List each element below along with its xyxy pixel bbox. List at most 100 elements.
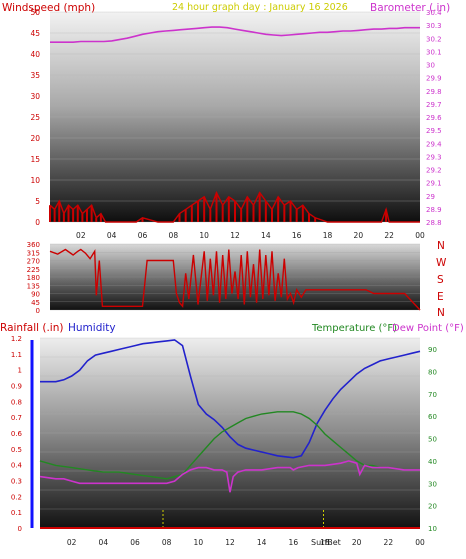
tick-barometer-12: 30 — [426, 62, 435, 70]
direction-label-n-top: N — [437, 240, 445, 252]
xtick-top-10: 22 — [384, 231, 394, 240]
xtick-top-9: 20 — [354, 231, 364, 240]
tick-rainfall-8: 0.8 — [11, 398, 22, 406]
tick-barometer-10: 29.8 — [426, 88, 442, 96]
barometer-axis-label: Barometer (.in) — [370, 2, 450, 14]
tick-temperature-5: 60 — [428, 413, 437, 421]
tick-rainfall-3: 0.3 — [11, 478, 22, 486]
dewpoint-axis-label: Dew Point (°F) — [392, 323, 464, 334]
direction-label-e: E — [437, 291, 444, 303]
tick-barometer-1: 28.9 — [426, 206, 442, 214]
tick-rainfall-10: 1 — [18, 367, 22, 375]
tick-direction-6: 270 — [27, 258, 40, 266]
tick-direction-3: 135 — [27, 282, 40, 290]
barometer-line — [50, 26, 420, 43]
tick-barometer-8: 29.6 — [426, 114, 442, 122]
tick-temperature-0: 10 — [428, 525, 437, 533]
tick-temperature-8: 90 — [428, 346, 437, 354]
xtick-bottom-11: 00 — [415, 538, 425, 547]
tick-rainfall-11: 1.1 — [11, 351, 22, 359]
xtick-top-8: 18 — [323, 231, 333, 240]
humidity-axis-label: Humidity — [68, 322, 116, 334]
tick-direction-1: 45 — [31, 299, 40, 307]
tick-windspeed-3: 15 — [30, 155, 40, 164]
tick-rainfall-7: 0.7 — [11, 414, 22, 422]
tick-windspeed-2: 10 — [30, 176, 40, 185]
tick-barometer-9: 29.7 — [426, 101, 442, 109]
xtick-bottom-3: 08 — [162, 538, 172, 547]
tick-rainfall-4: 0.4 — [11, 462, 23, 470]
xtick-top-4: 10 — [199, 231, 209, 240]
tick-barometer-6: 29.4 — [426, 140, 442, 148]
xtick-top-6: 14 — [261, 231, 271, 240]
tick-barometer-3: 29.1 — [426, 180, 442, 188]
tick-barometer-4: 29.2 — [426, 167, 442, 175]
tick-windspeed-0: 0 — [35, 218, 40, 227]
tick-temperature-7: 80 — [428, 369, 437, 377]
surfbet-annotation: SurfBet — [311, 538, 341, 547]
dewpoint-line — [39, 460, 420, 493]
series-lines — [39, 26, 421, 529]
xtick-top-11: 00 — [415, 231, 425, 240]
tick-temperature-3: 40 — [428, 458, 437, 466]
xtick-top-2: 06 — [138, 231, 148, 240]
tick-temperature-2: 30 — [428, 480, 437, 488]
tick-barometer-13: 30.1 — [426, 48, 442, 56]
tick-rainfall-6: 0.6 — [11, 430, 23, 438]
xtick-bottom-4: 10 — [194, 538, 204, 547]
tick-direction-5: 225 — [27, 266, 40, 274]
tick-direction-2: 90 — [31, 291, 40, 299]
xtick-bottom-9: 20 — [352, 538, 362, 547]
tick-barometer-0: 28.8 — [426, 219, 442, 227]
tick-barometer-2: 29 — [426, 193, 435, 201]
tick-temperature-6: 70 — [428, 391, 437, 399]
tick-windspeed-9: 45 — [30, 29, 40, 38]
tick-rainfall-12: 1.2 — [11, 335, 22, 343]
windspeed-axis-label: Windspeed (mph) — [2, 2, 95, 14]
tick-labels: 0510152025303540455028.828.92929.129.229… — [11, 8, 442, 547]
tick-windspeed-10: 50 — [30, 8, 40, 17]
xtick-bottom-8: 18 — [320, 538, 330, 547]
xtick-bottom-5: 12 — [225, 538, 235, 547]
tick-direction-8: 360 — [27, 241, 40, 249]
tick-rainfall-1: 0.1 — [11, 509, 22, 517]
xtick-bottom-1: 04 — [99, 538, 109, 547]
tick-windspeed-4: 20 — [30, 134, 40, 143]
temperature-axis-label: Temperature (°F) — [311, 323, 397, 334]
tick-windspeed-5: 25 — [30, 113, 40, 122]
tick-windspeed-8: 40 — [30, 50, 40, 59]
tick-barometer-7: 29.5 — [426, 127, 442, 135]
xtick-top-3: 08 — [169, 231, 179, 240]
direction-label-n-bottom: N — [437, 307, 445, 319]
tick-windspeed-6: 30 — [30, 92, 40, 101]
tick-temperature-1: 20 — [428, 503, 437, 511]
xtick-top-7: 16 — [292, 231, 302, 240]
xtick-bottom-10: 22 — [384, 538, 394, 547]
tick-rainfall-5: 0.5 — [11, 446, 22, 454]
xtick-top-1: 04 — [107, 231, 117, 240]
tick-direction-0: 0 — [36, 307, 40, 315]
tick-barometer-15: 30.3 — [426, 22, 442, 30]
humidity-line — [40, 339, 421, 459]
direction-label-w: W — [436, 257, 447, 269]
tick-barometer-5: 29.3 — [426, 153, 442, 161]
tick-rainfall-2: 0.2 — [11, 493, 22, 501]
tick-windspeed-7: 35 — [30, 71, 40, 80]
wind-direction-line — [49, 248, 421, 311]
rainfall-axis-label: Rainfall (.in) — [0, 322, 63, 334]
chart-title: 24 hour graph day : January 16 2026 — [172, 2, 348, 13]
direction-label-s: S — [437, 274, 444, 286]
tick-barometer-14: 30.2 — [426, 35, 442, 43]
tick-rainfall-0: 0 — [18, 525, 22, 533]
xtick-top-0: 02 — [76, 231, 86, 240]
xtick-top-5: 12 — [230, 231, 240, 240]
tick-barometer-11: 29.9 — [426, 75, 442, 83]
tick-direction-7: 315 — [27, 249, 40, 257]
tick-barometer-16: 30.4 — [426, 9, 442, 17]
xtick-bottom-2: 06 — [130, 538, 140, 547]
tick-rainfall-9: 0.9 — [11, 383, 22, 391]
tick-windspeed-1: 5 — [35, 197, 40, 206]
temperature-line — [39, 411, 420, 480]
